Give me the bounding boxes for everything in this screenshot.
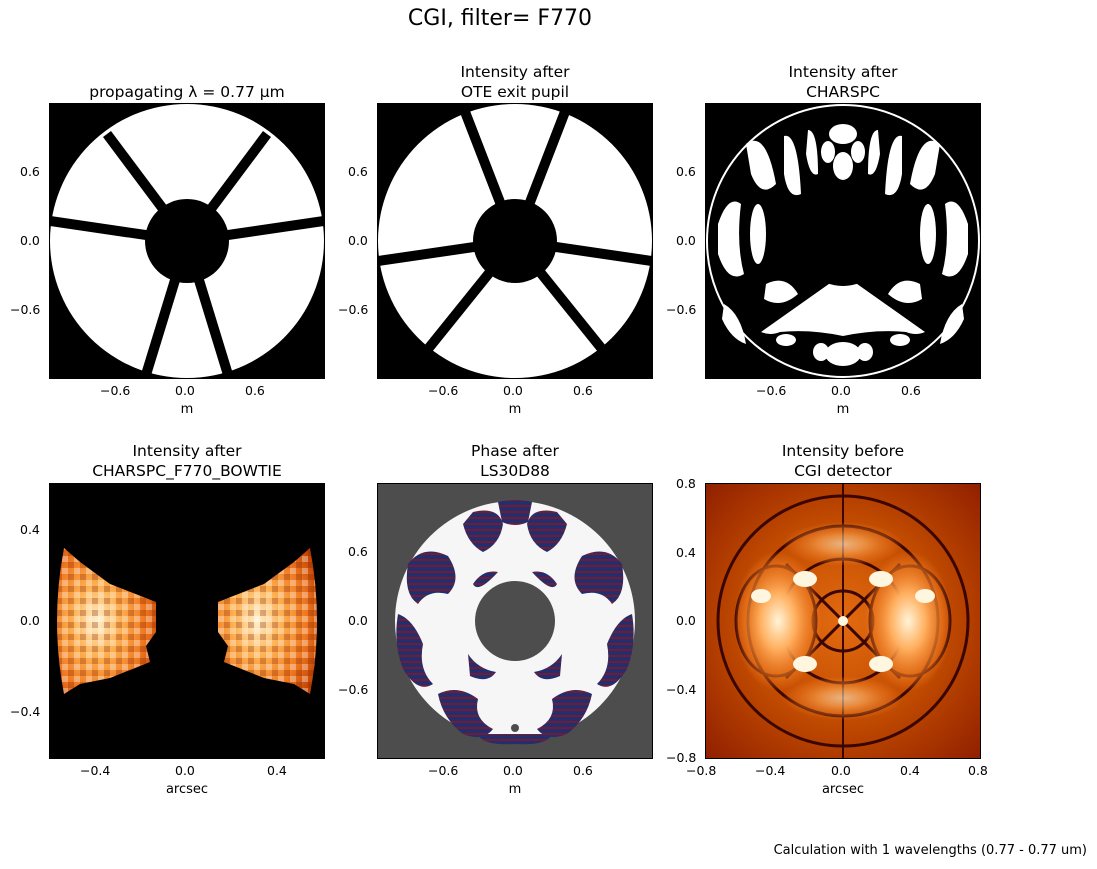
panel-4-ytick-2: 0.0: [20, 613, 40, 628]
panel-6-title-line-1: Intensity before: [781, 442, 905, 460]
panel-6-ytick-1: 0.8: [676, 476, 696, 491]
panel-2-xtick-3: 0.6: [573, 383, 593, 398]
panel-6-image: [705, 483, 981, 759]
panel-4-ytick-3: −0.4: [10, 704, 41, 719]
panel-2-ytick-1: 0.6: [348, 164, 368, 179]
footer-note: Calculation with 1 wavelengths (0.77 - 0…: [773, 843, 1087, 858]
panel-3-image: [705, 103, 981, 379]
pupil-input-plot: [50, 104, 324, 378]
panel-4-image: [49, 483, 325, 759]
panel-2-title-line-1: Intensity after: [460, 63, 570, 81]
panel-5-title: Phase after LS30D88: [377, 441, 653, 481]
panel-3-title: Intensity after CHARSPC: [705, 62, 981, 102]
panel-2-xtick-1: −0.6: [428, 383, 459, 398]
panel-2-title: Intensity after OTE exit pupil: [377, 62, 653, 102]
panel-5-xtick-3: 0.6: [573, 763, 593, 778]
panel-5-title-line-1: Phase after: [471, 442, 559, 460]
panel-5-image: [377, 483, 653, 759]
panel-6-title: Intensity before CGI detector: [705, 441, 981, 481]
panel-6-ytick-5: −0.8: [666, 750, 697, 765]
lyot-stop-phase-plot: [378, 484, 652, 758]
panel-4-xtick-2: 0.0: [175, 763, 195, 778]
panel-3-ytick-2: 0.0: [676, 233, 696, 248]
panel-6-xtick-3: 0.0: [831, 763, 851, 778]
bowtie-plot: [57, 548, 317, 694]
panel-2-image: [377, 103, 653, 379]
panel-6-xtick-5: 0.8: [968, 763, 988, 778]
panel-1-ytick-1: 0.6: [20, 164, 40, 179]
panel-2-ytick-3: −0.6: [338, 302, 369, 317]
panel-6-title-line-2: CGI detector: [794, 462, 892, 480]
panel-3-ytick-3: −0.6: [666, 302, 697, 317]
detector-intensity-plot: [706, 484, 980, 758]
panel-6-ytick-2: 0.4: [676, 545, 696, 560]
panel-3-xtick-3: 0.6: [901, 383, 921, 398]
panel-2-xlabel: m: [508, 402, 522, 417]
panel-5-xtick-2: 0.0: [503, 763, 523, 778]
panel-6-xtick-1: −0.8: [686, 763, 717, 778]
panel-2-xtick-2: 0.0: [503, 383, 523, 398]
panel-1-xtick-1: −0.6: [100, 383, 131, 398]
panel-4-title: Intensity after CHARSPC_F770_BOWTIE: [49, 441, 325, 481]
panel-6-xtick-4: 0.4: [900, 763, 920, 778]
panel-3-xtick-2: 0.0: [831, 383, 851, 398]
panel-4-xtick-3: 0.4: [267, 763, 287, 778]
panel-1-ytick-2: 0.0: [20, 233, 40, 248]
charspc-plot: [706, 104, 980, 378]
panel-4-ytick-1: 0.4: [20, 522, 40, 537]
panel-6-ytick-3: 0.0: [676, 613, 696, 628]
panel-5-ytick-3: −0.6: [338, 682, 369, 697]
figure-title: CGI, filter= F770: [407, 6, 593, 31]
panel-1-image: [49, 103, 325, 379]
panel-1-xtick-2: 0.0: [175, 383, 195, 398]
panel-6-xtick-2: −0.4: [755, 763, 786, 778]
panel-5-xlabel: m: [508, 782, 522, 797]
panel-3-xlabel: m: [836, 402, 850, 417]
panel-4-title-line-2: CHARSPC_F770_BOWTIE: [92, 462, 282, 480]
panel-1-ytick-3: −0.6: [10, 302, 41, 317]
panel-4-xtick-1: −0.4: [80, 763, 111, 778]
panel-2-ytick-2: 0.0: [348, 233, 368, 248]
panel-3-title-line-2: CHARSPC: [806, 83, 880, 101]
panel-4-xlabel: arcsec: [165, 782, 209, 797]
panel-5-ytick-1: 0.6: [348, 544, 368, 559]
panel-5-xtick-1: −0.6: [428, 763, 459, 778]
panel-5-title-line-2: LS30D88: [480, 462, 550, 480]
panel-3-title-line-1: Intensity after: [788, 63, 898, 81]
panel-6-ytick-4: −0.4: [666, 682, 697, 697]
panel-4-title-line-1: Intensity after: [132, 442, 242, 460]
panel-6-xlabel: arcsec: [821, 782, 865, 797]
panel-1-title-line-1: propagating λ = 0.77 μm: [89, 83, 285, 101]
panel-5-ytick-2: 0.0: [348, 613, 368, 628]
ote-exit-pupil-plot: [378, 104, 652, 378]
panel-2-title-line-2: OTE exit pupil: [460, 83, 570, 101]
panel-1-xtick-3: 0.6: [245, 383, 265, 398]
panel-3-ytick-1: 0.6: [676, 164, 696, 179]
panel-3-xtick-1: −0.6: [756, 383, 787, 398]
panel-1-xlabel: m: [180, 402, 194, 417]
panel-1-title: propagating λ = 0.77 μm: [49, 82, 325, 102]
